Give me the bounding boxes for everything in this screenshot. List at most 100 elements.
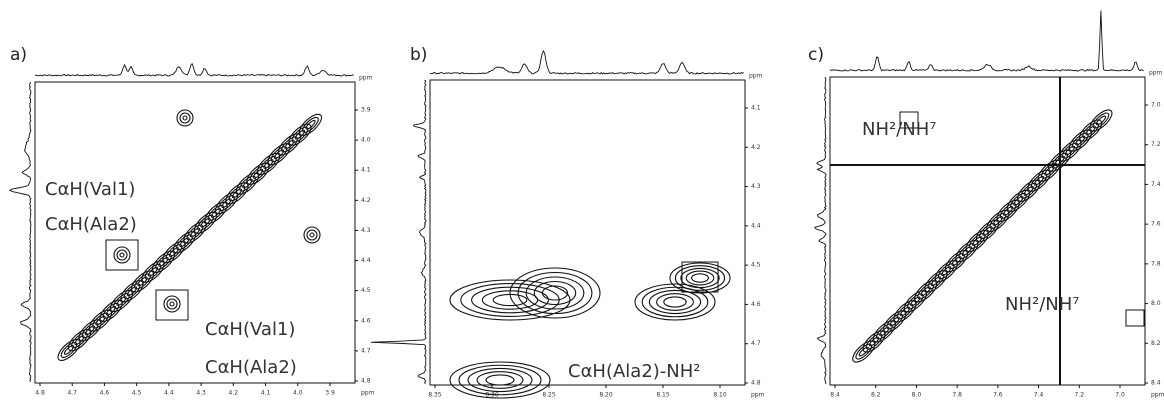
contour — [883, 310, 907, 333]
contour — [166, 298, 178, 310]
contour — [941, 266, 952, 277]
contour — [533, 280, 577, 306]
y-tick-label: 4.7 — [361, 347, 371, 354]
y-tick-label: 4.6 — [361, 317, 371, 324]
contour — [896, 303, 914, 320]
contour — [541, 285, 569, 301]
contour — [130, 270, 155, 293]
contour — [218, 195, 235, 212]
panel-label: b) — [410, 45, 427, 65]
contour — [979, 223, 996, 239]
y-tick-label: 4.3 — [751, 183, 761, 190]
contour — [63, 345, 75, 355]
contour — [123, 283, 141, 300]
contour — [273, 149, 285, 160]
annotation: NH²/NH⁷ — [1005, 294, 1080, 315]
contour — [1023, 185, 1034, 196]
contour — [669, 262, 731, 294]
contour — [302, 116, 319, 133]
contour — [525, 276, 585, 310]
highlight-box — [681, 261, 719, 293]
contour — [989, 212, 1007, 229]
y-tick-label: 8.0 — [1151, 300, 1161, 307]
contour — [249, 165, 267, 182]
contour — [948, 253, 965, 270]
contour — [246, 162, 270, 185]
y-tick-label: 4.2 — [361, 197, 371, 204]
contour — [1089, 109, 1113, 132]
contour — [189, 227, 201, 238]
contour — [162, 241, 186, 264]
contour — [67, 329, 92, 352]
contour — [930, 276, 942, 287]
projection-trace — [34, 63, 354, 77]
y-tick-label: 4.6 — [751, 301, 761, 308]
x-tick-label: 8.25 — [542, 392, 556, 399]
contour — [517, 271, 593, 315]
contour — [113, 293, 130, 309]
contour — [1033, 175, 1045, 186]
contour — [158, 256, 169, 267]
contour — [1030, 172, 1048, 189]
y-tick-label: 8.2 — [1151, 340, 1161, 347]
spectrum-frame — [34, 81, 356, 384]
contour — [57, 338, 81, 362]
contour — [999, 202, 1017, 219]
contour — [294, 129, 306, 140]
x-tick-label: 8.20 — [599, 392, 613, 399]
contour — [256, 152, 281, 176]
contour — [214, 192, 239, 215]
contour — [467, 367, 533, 393]
contour — [284, 139, 295, 150]
contour — [176, 109, 194, 127]
unit-label: ppm — [1151, 392, 1164, 399]
contour — [876, 323, 893, 340]
contour — [81, 322, 99, 339]
contour — [225, 182, 249, 205]
panel: a) CαH(Val1) CαH(Ala2) CαH(Val1) CαH(Ala2) 4.… — [8, 45, 375, 397]
contour — [126, 286, 138, 297]
contour — [60, 341, 78, 358]
contour — [267, 143, 291, 166]
projection-trace — [370, 79, 427, 385]
x-tick-label: 4.4 — [164, 390, 174, 397]
contour — [471, 286, 549, 314]
contour — [1061, 142, 1079, 159]
contour — [119, 252, 125, 258]
y-tick-label: 4.4 — [751, 222, 761, 229]
contour — [1044, 165, 1055, 176]
contour — [1082, 122, 1099, 139]
contour — [992, 216, 1003, 226]
contour — [641, 286, 709, 318]
contour — [228, 185, 246, 202]
contour — [116, 249, 128, 261]
x-tick-label: 4.0 — [293, 390, 303, 397]
contour — [309, 232, 315, 238]
highlight-box — [105, 239, 139, 271]
x-tick-label: 4.1 — [261, 390, 271, 397]
contour — [183, 221, 207, 244]
contour — [858, 346, 869, 357]
annotation: CαH(Val1) — [205, 319, 295, 340]
panel: b) CαH(Ala2)-NH² 8.35 8.30 8.25 8.20 8.15 8.10 4… — [370, 45, 765, 399]
y-tick-label: 7.2 — [1151, 141, 1161, 148]
x-tick-label: 8.30 — [485, 392, 499, 399]
contour — [242, 178, 253, 189]
contour — [648, 289, 702, 315]
contour — [1064, 145, 1076, 156]
contour — [903, 290, 927, 313]
contour — [102, 302, 120, 319]
contour — [186, 224, 204, 241]
panel: c) NH²/NH⁷ NH²/NH⁷ 8.4 8.2 8.0 7.8 7.6 7.4 7.2 7.0… — [808, 10, 1164, 399]
x-tick-label: 4.5 — [132, 390, 142, 397]
contour — [862, 330, 886, 353]
contour — [1002, 206, 1014, 216]
contour — [1013, 195, 1024, 206]
contour — [1020, 182, 1038, 199]
contour — [449, 361, 551, 399]
contour — [691, 273, 709, 283]
contour — [937, 263, 955, 280]
x-tick-label: 8.4 — [830, 392, 840, 399]
y-tick-label: 7.8 — [1151, 260, 1161, 267]
